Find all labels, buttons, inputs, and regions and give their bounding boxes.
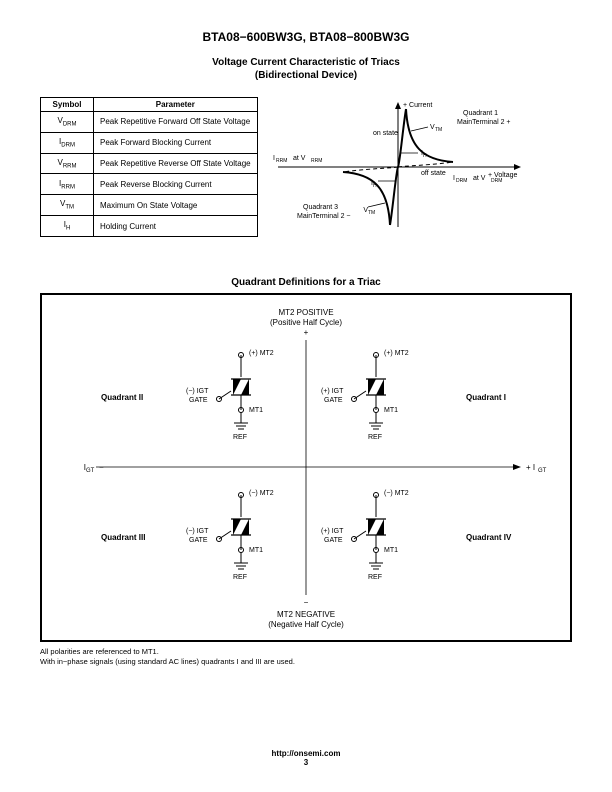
triac-symbol-q4: (−) MT2 (+) IGT GATE MT1 REF: [321, 490, 409, 581]
svg-text:at V: at V: [473, 175, 486, 182]
label-irrm: I: [273, 155, 275, 162]
svg-text:H: H: [373, 183, 377, 189]
svg-text:REF: REF: [233, 434, 247, 441]
label-onstate: on state: [373, 130, 398, 137]
section1-line1: Voltage Current Characteristic of Triacs: [212, 57, 400, 68]
svg-text:GATE: GATE: [324, 397, 343, 404]
footer-page: 3: [304, 758, 308, 767]
svg-text:(+) MT2: (+) MT2: [249, 350, 274, 357]
footer-url: http://onsemi.com: [272, 749, 341, 758]
svg-text:RRM: RRM: [311, 158, 322, 164]
mt2-pos: MT2 POSITIVE: [278, 308, 333, 317]
svg-text:(−) IGT: (−) IGT: [186, 528, 209, 535]
symbol-cell: IRRM: [41, 174, 94, 195]
page-footer: http://onsemi.com 3: [0, 749, 612, 767]
page-title: BTA08−600BW3G, BTA08−800BW3G: [40, 30, 572, 44]
q4-label: Quadrant IV: [466, 533, 512, 542]
svg-text:GATE: GATE: [189, 537, 208, 544]
svg-text:(+) MT2: (+) MT2: [384, 350, 409, 357]
label-idrm: I: [453, 175, 455, 182]
svg-text:TM: TM: [435, 127, 442, 133]
footnote2: With in−phase signals (using standard AC…: [40, 657, 295, 666]
param-cell: Peak Reverse Blocking Current: [94, 174, 258, 195]
mt2-neg-sub: (Negative Half Cycle): [268, 620, 344, 629]
triac-symbol-q2: (+) MT2 (−) IGT GATE MT1 REF: [186, 350, 274, 441]
svg-text:(+) IGT: (+) IGT: [321, 528, 344, 535]
label-q1: Quadrant 1: [463, 110, 498, 117]
param-cell: Peak Repetitive Forward Off State Voltag…: [94, 112, 258, 133]
table-row: IRRMPeak Reverse Blocking Current: [41, 174, 258, 195]
parameter-table: Symbol Parameter VDRMPeak Repetitive For…: [40, 97, 258, 237]
table-row: VRRMPeak Repetitive Reverse Off State Vo…: [41, 153, 258, 174]
label-q3sub: MainTerminal 2 −: [297, 213, 351, 220]
svg-text:GATE: GATE: [189, 397, 208, 404]
param-cell: Holding Current: [94, 216, 258, 237]
label-offstate: off state: [421, 170, 446, 177]
triac-symbol-q3: (−) MT2 (−) IGT GATE MT1 REF: [186, 490, 274, 581]
plus-top: +: [304, 328, 309, 337]
svg-text:GT: GT: [86, 468, 95, 474]
param-cell: Peak Repetitive Reverse Off State Voltag…: [94, 153, 258, 174]
svg-text:REF: REF: [233, 574, 247, 581]
quadrant-diagram-box: MT2 POSITIVE (Positive Half Cycle) + − M…: [40, 293, 572, 642]
vi-characteristic-diagram: + Current + Voltage on state off state V…: [273, 97, 572, 237]
svg-text:GATE: GATE: [324, 537, 343, 544]
footnote: All polarities are referenced to MT1. Wi…: [40, 647, 572, 667]
table-row: IDRMPeak Forward Blocking Current: [41, 132, 258, 153]
symbol-cell: VTM: [41, 195, 94, 216]
svg-text:GT: GT: [538, 468, 547, 474]
top-section: Symbol Parameter VDRMPeak Repetitive For…: [40, 97, 572, 237]
section1-line2: (Bidirectional Device): [255, 70, 357, 81]
svg-text:H: H: [423, 153, 427, 159]
label-current: + Current: [403, 102, 432, 109]
svg-text:MT1: MT1: [249, 407, 263, 414]
svg-text:(+) IGT: (+) IGT: [321, 388, 344, 395]
svg-text:REF: REF: [368, 574, 382, 581]
svg-text:DRM: DRM: [491, 178, 502, 184]
svg-text:REF: REF: [368, 434, 382, 441]
svg-text:(−) MT2: (−) MT2: [249, 490, 274, 497]
symbol-cell: IH: [41, 216, 94, 237]
svg-text:−: −: [99, 463, 104, 472]
svg-text:MT1: MT1: [384, 407, 398, 414]
svg-text:DRM: DRM: [456, 178, 467, 184]
symbol-cell: IDRM: [41, 132, 94, 153]
th-parameter: Parameter: [94, 98, 258, 112]
label-q3: Quadrant 3: [303, 204, 338, 211]
svg-text:(−) IGT: (−) IGT: [186, 388, 209, 395]
triac-symbol-q1: (+) MT2 (+) IGT GATE MT1 REF: [321, 350, 409, 441]
table-row: IHHolding Current: [41, 216, 258, 237]
param-cell: Peak Forward Blocking Current: [94, 132, 258, 153]
mt2-neg: MT2 NEGATIVE: [277, 610, 335, 619]
quadrant-title: Quadrant Definitions for a Triac: [40, 277, 572, 288]
q2-label: Quadrant II: [101, 393, 143, 402]
svg-text:TM: TM: [368, 210, 375, 216]
th-symbol: Symbol: [41, 98, 94, 112]
svg-text:at V: at V: [293, 155, 306, 162]
svg-text:(−) MT2: (−) MT2: [384, 490, 409, 497]
q1-label: Quadrant I: [466, 393, 506, 402]
igt-plus: + I: [526, 463, 535, 472]
minus-bot: −: [304, 598, 309, 607]
svg-text:MT1: MT1: [249, 547, 263, 554]
table-row: VDRMPeak Repetitive Forward Off State Vo…: [41, 112, 258, 133]
section1-title: Voltage Current Characteristic of Triacs…: [40, 56, 572, 82]
symbol-cell: VRRM: [41, 153, 94, 174]
q3-label: Quadrant III: [101, 533, 145, 542]
footnote1: All polarities are referenced to MT1.: [40, 647, 159, 656]
svg-text:RRM: RRM: [276, 158, 287, 164]
symbol-cell: VDRM: [41, 112, 94, 133]
mt2-pos-sub: (Positive Half Cycle): [270, 318, 342, 327]
svg-text:MT1: MT1: [384, 547, 398, 554]
label-q1sub: MainTerminal 2 +: [457, 119, 511, 126]
param-cell: Maximum On State Voltage: [94, 195, 258, 216]
table-row: VTMMaximum On State Voltage: [41, 195, 258, 216]
